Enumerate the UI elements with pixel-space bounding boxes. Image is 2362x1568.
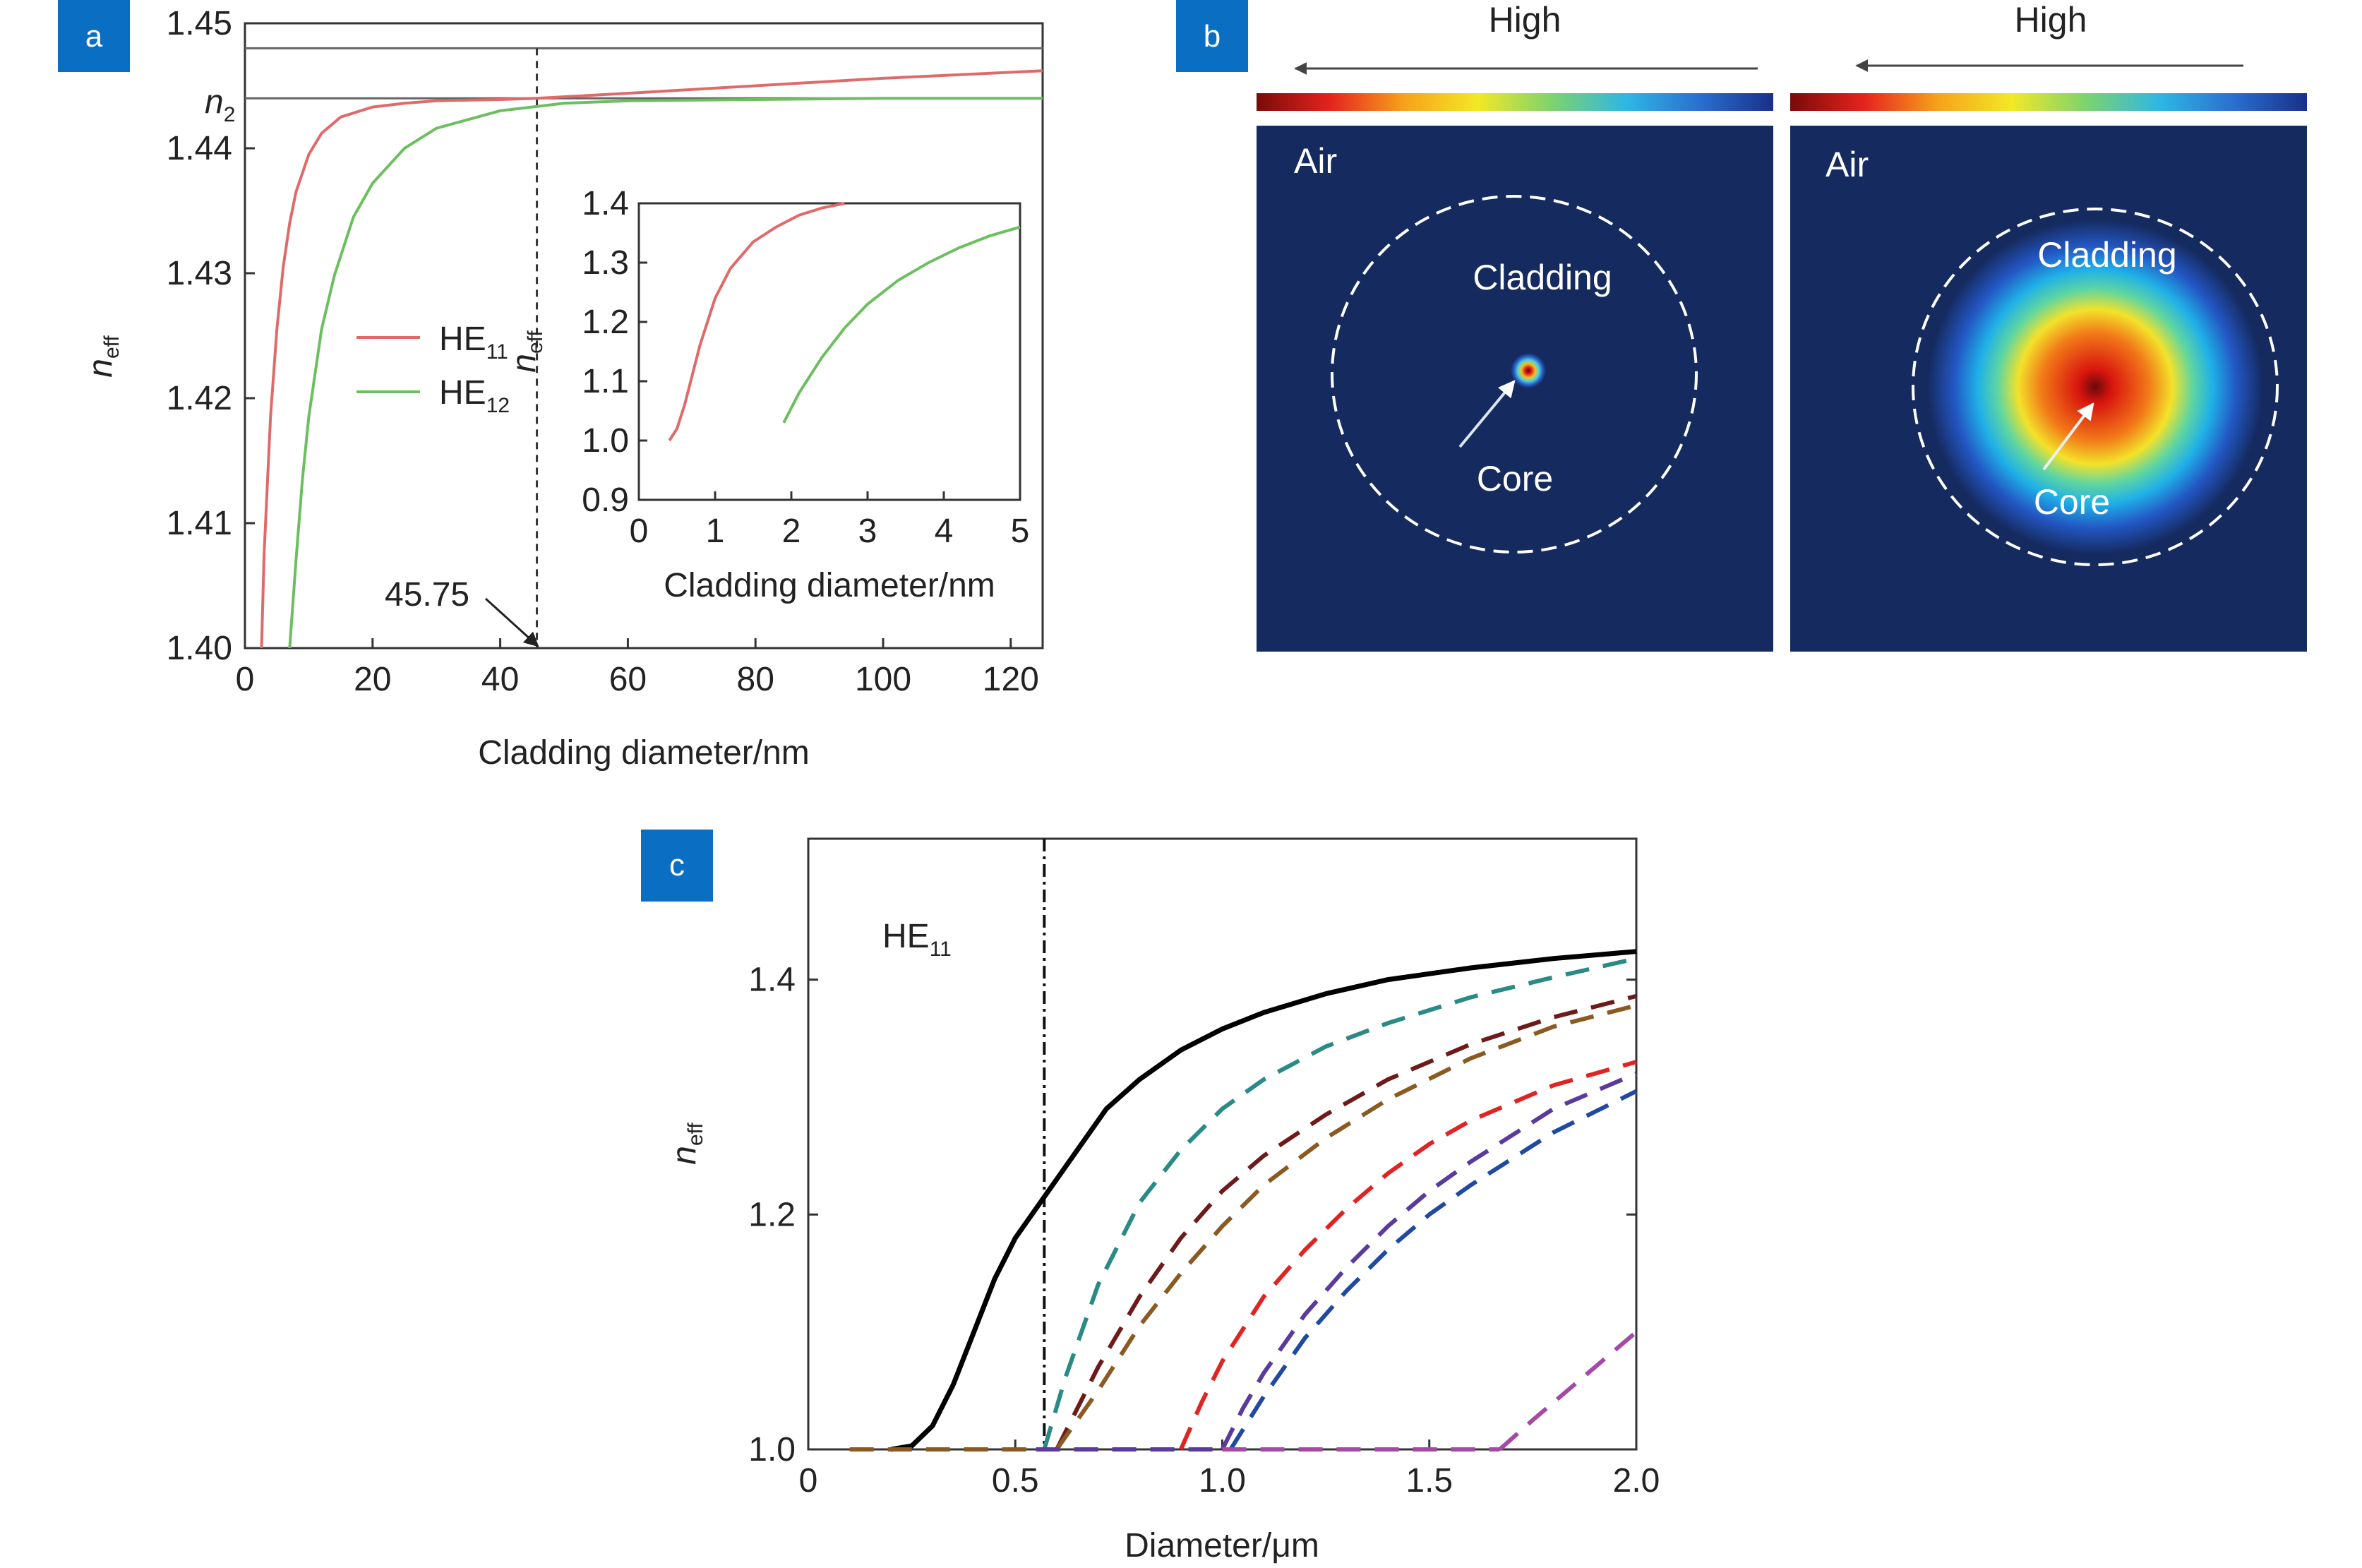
panel-c-ylabel: neff	[666, 1123, 707, 1165]
inset-ytick-label: 1.2	[582, 304, 629, 341]
map1-air-label: Air	[1294, 141, 1337, 181]
panel-c-ytick-label: 1.4	[748, 962, 796, 999]
panel-c-annotation: HE11	[882, 918, 952, 961]
field-map-small-core: High Air Cladding Core	[1257, 0, 1773, 652]
map1-core-label: Core	[1477, 459, 1553, 498]
panel-a-axes	[244, 22, 1044, 650]
panel-c-ticks: 0 0.5 1.0 1.5 2.0 1.0 1.2 1.4	[748, 962, 1660, 1500]
panel-b: b High Air Cladding Core High Air Claddi…	[1176, 0, 2307, 652]
map1-core-arrow	[1458, 380, 1516, 448]
panel-a-n2-label: n2	[205, 83, 235, 126]
panel-a-xtick-label: 100	[855, 661, 911, 698]
panel-a-ytick-label: 1.40	[167, 630, 232, 667]
inset-ytick-label: 1.0	[582, 422, 629, 460]
panel-a-xtick-label: 120	[983, 661, 1039, 698]
panel-c-series-line-2	[1042, 956, 1637, 1450]
inset-xtick-label: 5	[1011, 513, 1030, 550]
panel-a-xtick-label: 40	[481, 661, 519, 698]
panel-c-series-line-7	[1228, 1089, 1638, 1451]
panel-a-xtick-label: 80	[737, 661, 774, 698]
map1-cladding-label: Cladding	[1473, 258, 1612, 297]
panel-a-xlabel: Cladding diameter/nm	[478, 734, 810, 772]
panel-a-series-line-1	[260, 69, 1043, 649]
panel-c-series-line-1	[890, 949, 1637, 1452]
panel-c-ytick-label: 1.0	[748, 1431, 796, 1468]
inset-xtick-label: 0	[630, 513, 649, 550]
map2-cladding-label: Cladding	[2037, 235, 2176, 275]
panel-a-xtick-label: 60	[609, 661, 647, 698]
map2-field-spot	[1927, 219, 2263, 555]
panel-c-series-line-6	[1220, 1071, 1638, 1451]
inset-xtick-label: 3	[858, 513, 877, 550]
inset-series-line-1	[668, 202, 846, 442]
panel-a-frame	[244, 22, 1044, 650]
inset-ticks: 0 1 2 3 4 5 0.9 1.0 1.1 1.2 1.3 1.4	[582, 185, 1029, 550]
panel-c-frame	[807, 837, 1638, 1451]
panel-c-series-line-5	[1179, 1060, 1637, 1451]
inset-frame	[637, 202, 1021, 501]
panel-a-ytick-label: 1.45	[167, 5, 232, 42]
panel-a-tag	[58, 0, 130, 72]
panel-c-xtick-label: 0.5	[992, 1462, 1039, 1500]
legend-label-he11: HE11	[439, 321, 508, 364]
panel-a-legend: HE11 HE12	[356, 321, 510, 417]
panel-c: c 0 0.5 1.0 1.5 2.0 1.0 1.2 1.4 HE11 neff Diame…	[641, 830, 1660, 1564]
map2-high-label: High	[2015, 0, 2087, 40]
panel-c-ytick-label: 1.2	[748, 1196, 796, 1233]
inset-ytick-label: 0.9	[582, 481, 629, 519]
panel-c-series-line-8	[1498, 1330, 1638, 1452]
panel-c-xtick-label: 0	[799, 1462, 818, 1500]
panel-c-xlabel: Diameter/μm	[1125, 1527, 1319, 1564]
map1-high-label: High	[1489, 0, 1561, 40]
panel-a-marker-label: 45.75	[385, 576, 469, 614]
panel-a-xtick-label: 0	[236, 661, 255, 698]
map2-core-label: Core	[2034, 482, 2110, 522]
panel-a-series	[260, 69, 1043, 649]
panel-a-ytick-label: 1.41	[167, 505, 232, 542]
map1-cladding-boundary	[1331, 195, 1698, 553]
panel-a-inset: 0 1 2 3 4 5 0.9 1.0 1.1 1.2 1.3 1.4 neff Cladding d…	[505, 185, 1029, 604]
map2-air-label: Air	[1826, 145, 1869, 184]
map1-colorbar	[1257, 93, 1773, 111]
panel-a-ylabel: neff	[82, 335, 124, 378]
map2-core-arrow	[2042, 402, 2094, 471]
panel-a-ytick-label: 1.42	[167, 380, 232, 417]
panel-c-xtick-label: 2.0	[1613, 1462, 1660, 1500]
panel-a-ytick-label: 1.43	[167, 255, 232, 292]
inset-ytick-label: 1.1	[582, 363, 629, 400]
panel-a-ytick-label: 1.44	[167, 130, 232, 167]
inset-xtick-label: 4	[935, 513, 954, 550]
panel-a-tag-label: a	[85, 19, 103, 54]
panel-c-tag-label: c	[669, 848, 685, 882]
inset-ytick-label: 1.4	[582, 185, 629, 222]
panel-c-tag	[641, 830, 713, 902]
inset-xlabel: Cladding diameter/nm	[664, 567, 995, 604]
inset-xtick-label: 2	[782, 513, 801, 550]
panel-c-series-line-3	[1055, 993, 1637, 1451]
inset-xtick-label: 1	[706, 513, 725, 550]
panel-a-xtick-label: 20	[354, 661, 391, 698]
panel-c-xtick-label: 1.5	[1405, 1462, 1453, 1500]
panel-c-xtick-label: 1.0	[1199, 1462, 1246, 1500]
panel-c-series-line-4	[1055, 1003, 1637, 1451]
inset-ytick-label: 1.3	[582, 244, 629, 282]
map1-field-spot	[1511, 353, 1546, 388]
panel-a-series-line-2	[288, 97, 1043, 649]
inset-ylabel: neff	[505, 330, 547, 373]
inset-series	[668, 202, 1021, 442]
panel-c-series	[849, 839, 1638, 1452]
inset-series-line-2	[782, 225, 1021, 424]
panel-b-tag	[1176, 0, 1248, 72]
map2-colorbar	[1790, 93, 2307, 111]
panel-a: a 0 20 40 60 80 100 1201.401.411.421.431.441.4…	[58, 0, 1044, 772]
field-map-large-core: High Air Cladding Core	[1790, 0, 2307, 652]
panel-b-tag-label: b	[1204, 19, 1221, 54]
panel-a-marker-arrow	[484, 597, 539, 647]
legend-label-he12: HE12	[439, 374, 510, 417]
map2-cladding-boundary	[1912, 208, 2279, 566]
